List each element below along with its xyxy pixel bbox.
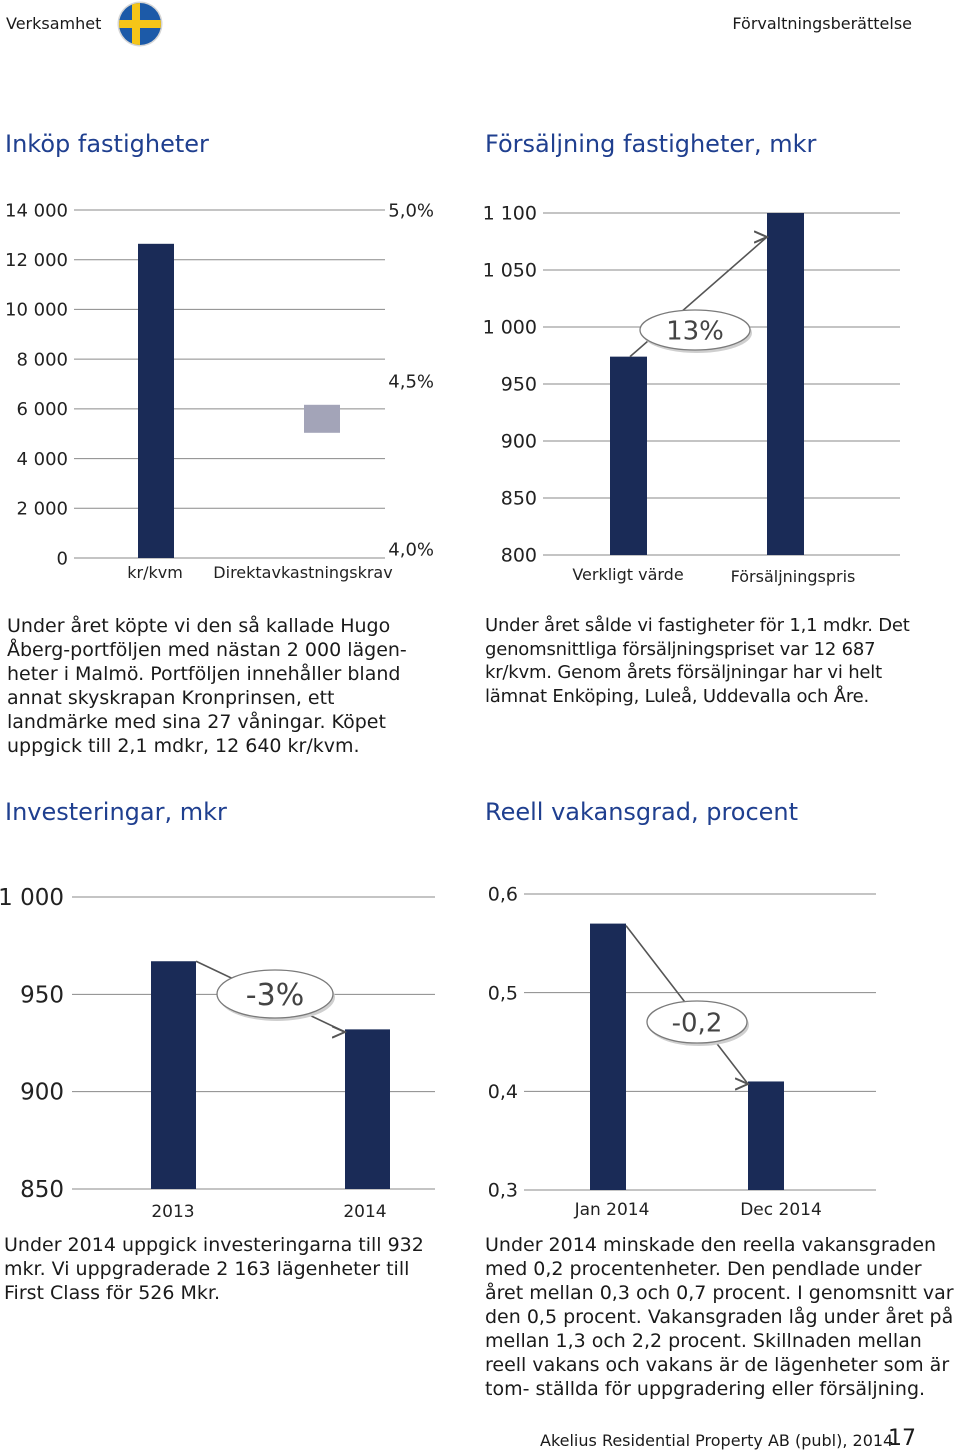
forsaljning-bar [767,213,804,555]
investeringar-xtick-label: 2014 [343,1202,386,1222]
investeringar-ytick-label: 850 [20,1177,64,1203]
inkop-ytick-label: 6 000 [16,399,68,420]
inkop-xtick-label: kr/kvm [127,563,183,582]
forsaljning-ytick-label: 1 050 [483,260,537,282]
investeringar-ytick-label: 950 [20,982,64,1008]
investeringar-ytick-label: 1 000 [0,885,64,911]
forsaljning-callout-bubble [639,309,751,351]
footer-company: Akelius Residential Property AB (publ), … [540,1431,894,1450]
vakans-callout-label: -0,2 [672,1008,723,1038]
investeringar-text: Under 2014 uppgick investeringarna till … [4,1234,424,1304]
inkop-bar-kr-kvm [138,243,174,558]
inkop-ytick-label: 0 [57,548,68,569]
investeringar-bar [345,1029,390,1189]
header-left: Verksamhet [6,14,102,33]
inkop-ytick-label: 14 000 [5,200,68,221]
inkop-y2tick-label: 4,0% [388,539,434,560]
vakans-ytick-label: 0,5 [488,982,518,1004]
header-right: Förvaltningsberättelse [732,14,912,33]
forsaljning-ytick-label: 800 [501,545,537,567]
swedish-flag-logo [117,1,163,47]
vakans-text: Under 2014 minskade den reella vakansgra… [485,1234,954,1400]
inkop-ytick-label: 4 000 [16,449,68,470]
investeringar-callout-label: -3% [246,978,304,1013]
vakans-callout-bubble [646,1000,748,1044]
inkop-y2tick-label: 4,5% [388,371,434,392]
inkop-ytick-label: 12 000 [5,250,68,271]
footer-page-number: 17 [888,1426,916,1451]
forsaljning-bar [610,356,647,555]
forsaljning-ytick-label: 900 [501,431,537,453]
forsaljning-callout-label: 13% [666,316,724,346]
vakans-ytick-label: 0,4 [488,1081,518,1103]
investeringar-bar [151,961,196,1189]
inkop-y2tick-label: 5,0% [388,200,434,221]
inkop-ytick-label: 10 000 [5,300,68,321]
forsaljning-title: Försäljning fastigheter, mkr [485,130,817,158]
investeringar-title: Investeringar, mkr [5,798,227,826]
vakans-xtick-label: Jan 2014 [574,1200,650,1220]
investeringar-callout-bubble [216,969,334,1019]
vakans-bar [748,1081,784,1190]
investeringar-xtick-label: 2013 [151,1202,194,1222]
forsaljning-ytick-label: 1 000 [483,317,537,339]
forsaljning-xtick-label: Verkligt värde [572,565,683,584]
vakans-title: Reell vakansgrad, procent [485,798,799,826]
investeringar-ytick-label: 900 [20,1080,64,1106]
vakans-xtick-label: Dec 2014 [740,1200,822,1220]
forsaljning-ytick-label: 850 [501,488,537,510]
inkop-marker-direktavkastning [304,404,340,433]
inkop-ytick-label: 2 000 [16,499,68,520]
forsaljning-text: Under året sålde vi fastigheter för 1,1 … [485,615,910,707]
vakans-bar [590,923,626,1190]
vakans-ytick-label: 0,3 [488,1180,518,1202]
inkop-text: Under året köpte vi den så kallade Hugo … [7,615,407,757]
forsaljning-ytick-label: 1 100 [483,203,537,225]
inkop-xtick-label: Direktavkastningskrav [213,563,392,582]
vakans-ytick-label: 0,6 [488,884,518,906]
inkop-title: Inköp fastigheter [5,130,209,158]
forsaljning-xtick-label: Försäljningspris [731,567,856,586]
forsaljning-ytick-label: 950 [501,374,537,396]
inkop-ytick-label: 8 000 [16,349,68,370]
